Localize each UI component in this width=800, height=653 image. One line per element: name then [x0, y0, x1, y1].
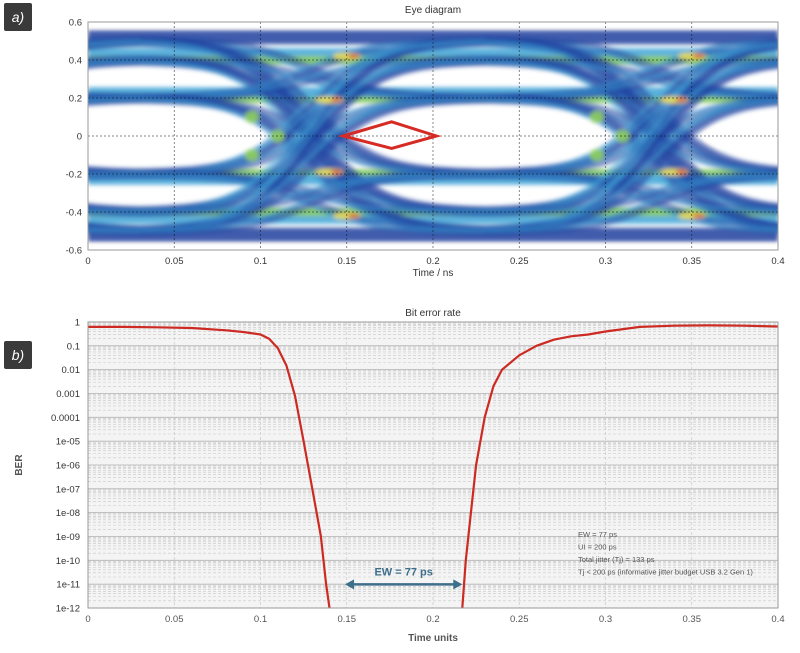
panel-b: b) Bit error rate EW = 77 ps EW = 77 ps U… — [4, 308, 785, 644]
panel-a-badge — [4, 3, 32, 31]
ber-y-tick-label: 1e-09 — [56, 532, 80, 543]
ber-y-tick-label: 0.001 — [56, 389, 80, 400]
ber-x-tick-label: 0 — [85, 614, 90, 625]
eye-x-tick-label: 0.05 — [165, 256, 184, 267]
eye-width-arrow — [345, 579, 463, 590]
ber-y-axis-label: BER — [14, 454, 25, 476]
ber-y-tick-label: 0.1 — [67, 341, 80, 352]
ber-curve-right — [461, 324, 778, 608]
ber-y-tick-label: 1e-11 — [56, 580, 80, 591]
panel-a: a) Eye diagram 0 0.05 0.1 0.15 0.2 0.25 0.3 0.3… — [4, 3, 785, 279]
eye-x-ticks: 0 0.05 0.1 0.15 0.2 0.25 0.3 0.35 0.4 — [85, 256, 784, 267]
eye-x-tick-label: 0.1 — [254, 256, 267, 267]
ber-x-tick-label: 0.35 — [683, 614, 702, 625]
ber-y-tick-label: 1e-07 — [56, 484, 80, 495]
ber-curve-left — [88, 325, 331, 608]
ber-gridlines — [87, 321, 779, 609]
ber-x-tick-label: 0.05 — [165, 614, 184, 625]
ber-series — [88, 324, 778, 608]
eye-x-tick-label: 0.25 — [510, 256, 529, 267]
eye-x-tick-label: 0.2 — [426, 256, 439, 267]
eye-width-arrow-head-left — [345, 579, 355, 590]
eye-x-tick-label: 0.35 — [683, 256, 702, 267]
eye-width-arrow-head-right — [453, 579, 463, 590]
eye-x-tick-label: 0.4 — [771, 256, 784, 267]
ber-annotation-line: Total jitter (Tj) = 133 ps — [578, 555, 655, 564]
eye-y-tick-label: -0.4 — [66, 208, 82, 219]
ber-x-ticks: 0 0.05 0.1 0.15 0.2 0.25 0.3 0.35 0.4 — [85, 614, 784, 625]
eye-y-ticks: 0.6 0.4 0.2 0 -0.2 -0.4 -0.6 — [66, 18, 82, 257]
eye-x-tick-label: 0.3 — [599, 256, 612, 267]
ber-y-tick-label: 1e-06 — [56, 461, 80, 472]
ber-x-tick-label: 0.2 — [426, 614, 439, 625]
panel-b-badge — [4, 341, 32, 369]
ber-x-tick-label: 0.3 — [599, 614, 612, 625]
eye-mask-diamond — [337, 120, 442, 150]
ber-x-tick-label: 0.15 — [338, 614, 357, 625]
eye-y-tick-label: -0.2 — [66, 170, 82, 181]
ber-x-tick-label: 0.4 — [771, 614, 784, 625]
ber-annotation-box: EW = 77 ps UI = 200 ps Total jitter (Tj) =… — [578, 530, 753, 577]
panel-b-label: b) — [12, 347, 24, 363]
eye-x-axis-label: Time / ns — [413, 268, 454, 279]
ber-y-ticks: 1 0.1 0.01 0.001 0.0001 1e-05 1e-06 1e-07 1e-08 1… — [51, 318, 80, 615]
ber-y-tick-label: 1e-05 — [56, 437, 80, 448]
ber-y-tick-label: 1 — [75, 318, 80, 329]
ber-x-tick-label: 0.1 — [254, 614, 267, 625]
ber-annotation-line: Tj < 200 ps (informative jitter budget U… — [578, 568, 753, 577]
ber-annotation-line: UI = 200 ps — [578, 543, 617, 552]
eye-y-tick-label: 0.4 — [69, 56, 82, 67]
eye-y-tick-label: 0.6 — [69, 18, 82, 29]
eye-x-tick-label: 0 — [85, 256, 90, 267]
eye-plot-frame — [87, 21, 779, 251]
ber-y-tick-label: 1e-10 — [56, 556, 80, 567]
ber-y-tick-label: 0.01 — [62, 365, 81, 376]
panel-a-label: a) — [12, 9, 24, 25]
ber-y-tick-label: 1e-08 — [56, 508, 80, 519]
ber-y-tick-label: 1e-12 — [56, 604, 80, 615]
eye-y-tick-label: 0 — [77, 132, 82, 143]
eye-width-label: EW = 77 ps — [374, 566, 432, 578]
ber-chart-title: Bit error rate — [405, 308, 461, 319]
eye-y-tick-label: 0.2 — [69, 94, 82, 105]
ber-x-tick-label: 0.25 — [510, 614, 529, 625]
ber-annotation-line: EW = 77 ps — [578, 530, 617, 539]
ber-x-axis-label: Time units — [408, 633, 458, 644]
eye-y-tick-label: -0.6 — [66, 246, 82, 257]
eye-x-tick-label: 0.15 — [338, 256, 357, 267]
eye-chart-title: Eye diagram — [405, 5, 461, 16]
ber-y-tick-label: 0.0001 — [51, 413, 80, 424]
ber-plot-frame — [87, 321, 779, 609]
